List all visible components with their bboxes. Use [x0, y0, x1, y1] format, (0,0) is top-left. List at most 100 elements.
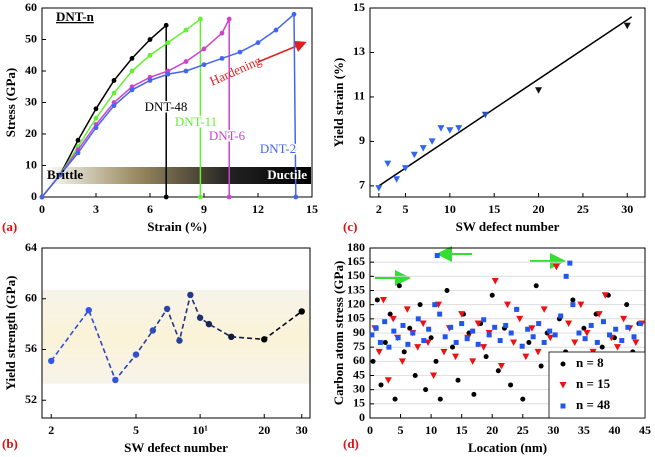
y-tick-label: 105: [347, 311, 365, 325]
marker: [401, 165, 409, 172]
marker: [437, 125, 445, 132]
legend-marker: [559, 382, 567, 389]
marker: [619, 338, 625, 344]
marker: [453, 339, 459, 345]
marker: [508, 330, 514, 336]
marker: [57, 172, 63, 178]
marker: [226, 16, 232, 22]
marker: [382, 339, 388, 345]
y-tick-label: 90: [353, 325, 365, 339]
marker: [455, 125, 463, 132]
marker: [437, 396, 443, 402]
marker: [396, 283, 402, 289]
x-tick-label: 15: [488, 202, 500, 216]
y-tick-label: 30: [25, 94, 37, 108]
marker: [455, 377, 461, 383]
x-tick-label: 5: [402, 202, 408, 216]
marker: [401, 349, 407, 355]
marker: [452, 353, 460, 361]
marker: [536, 321, 542, 327]
marker: [552, 263, 560, 271]
marker: [486, 332, 492, 338]
marker: [196, 314, 204, 321]
y-axis-label: Stress (GPa): [3, 68, 18, 137]
marker: [75, 137, 81, 143]
arrow: [257, 40, 307, 63]
marker: [576, 330, 582, 336]
marker: [419, 320, 427, 328]
marker: [533, 283, 539, 289]
marker: [405, 341, 411, 347]
x-axis-label: Location (nm): [468, 440, 547, 455]
marker: [201, 62, 207, 68]
y-tick-label: 60: [25, 290, 37, 304]
marker: [183, 59, 189, 64]
y-tick-label: 0: [359, 410, 365, 424]
marker: [129, 56, 135, 61]
y-tick-label: 60: [25, 0, 37, 14]
marker: [226, 194, 232, 200]
marker: [480, 344, 488, 351]
marker: [414, 344, 422, 351]
marker: [398, 358, 406, 365]
marker: [471, 391, 477, 397]
marker: [403, 306, 411, 313]
marker: [577, 301, 585, 309]
x-tick-label: 10: [444, 202, 456, 216]
fit-line: [378, 16, 633, 187]
marker: [450, 344, 455, 350]
marker: [613, 326, 619, 332]
marker: [582, 336, 588, 342]
legend-label: n = 15: [576, 376, 611, 391]
marker: [219, 30, 225, 36]
marker: [392, 396, 398, 402]
annotation: Hardening: [207, 52, 264, 88]
line: [41, 12, 297, 198]
x-tick-label: 12: [252, 202, 264, 216]
marker: [415, 316, 421, 322]
marker: [428, 335, 434, 341]
marker: [588, 322, 594, 328]
marker: [570, 302, 576, 308]
marker: [503, 322, 509, 328]
x-tick-label: 0: [39, 202, 45, 216]
x-axis-label: Strain (%): [147, 219, 207, 234]
y-tick-label: 0: [31, 189, 37, 203]
marker: [400, 322, 406, 328]
x-tick-label: 15: [306, 202, 318, 216]
marker: [423, 387, 429, 393]
x-tick-label: 10¹: [192, 423, 208, 437]
marker: [458, 311, 466, 318]
y-tick-label: 45: [353, 367, 365, 381]
plot-frame: [41, 7, 313, 198]
legend-marker: [560, 361, 566, 367]
y-tick-label: 165: [347, 254, 365, 268]
marker: [165, 71, 171, 77]
y-axis-label: Yield strain (%): [331, 58, 346, 148]
legend-label: n = 48: [576, 397, 611, 412]
marker: [149, 327, 157, 334]
marker: [391, 328, 397, 334]
y-tick-label: 64: [25, 240, 37, 254]
marker: [446, 127, 454, 134]
marker: [552, 332, 558, 338]
marker: [93, 125, 99, 131]
marker: [75, 150, 81, 156]
x-tick-label: 30: [547, 423, 559, 437]
y-tick-label: 20: [25, 126, 37, 140]
marker: [163, 305, 171, 313]
x-tick-label: 6: [147, 202, 153, 216]
annotation: Brittle: [47, 167, 83, 182]
marker: [407, 325, 413, 331]
marker: [237, 49, 243, 55]
marker: [261, 336, 268, 343]
panel-label: (b): [2, 436, 18, 451]
marker: [410, 330, 416, 336]
x-tick-label: 20: [533, 202, 545, 216]
marker: [48, 357, 55, 365]
y-tick-label: 13: [353, 44, 365, 58]
marker: [111, 78, 117, 83]
y-tick-label: 135: [347, 282, 365, 296]
x-tick-label: 25: [577, 202, 589, 216]
panel-label: (d): [343, 436, 359, 451]
